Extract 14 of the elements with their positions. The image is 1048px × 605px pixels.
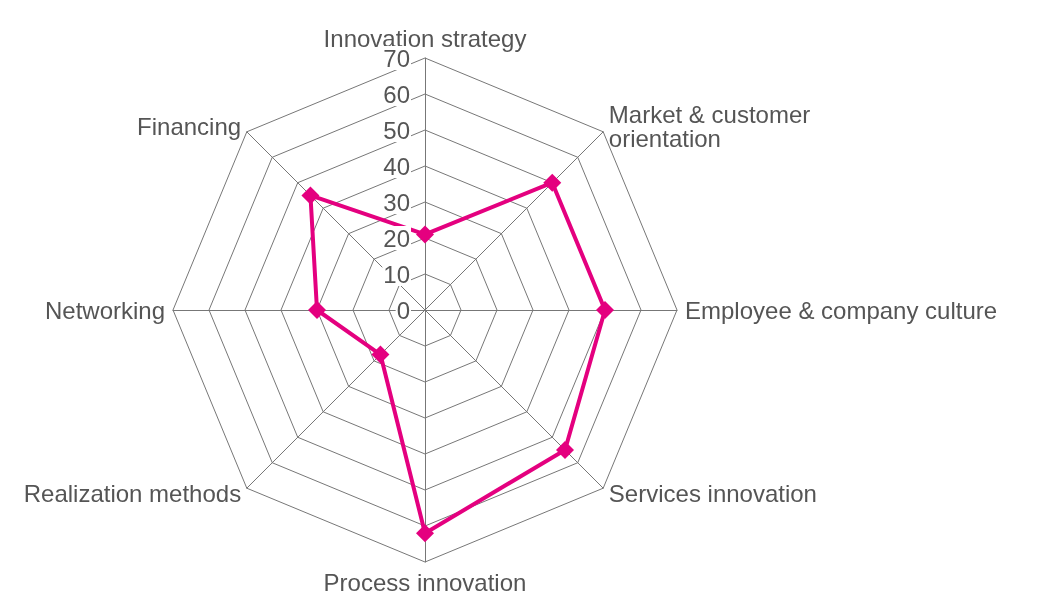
spoke-label: Networking bbox=[44, 296, 165, 324]
y-tick-label: 30 bbox=[383, 188, 410, 216]
spoke-label: Services innovation bbox=[608, 480, 817, 508]
y-tick-label: 20 bbox=[383, 224, 410, 252]
spoke-label: Market & customer orientation bbox=[608, 100, 811, 152]
spoke-label: Process innovation bbox=[323, 568, 527, 596]
y-tick-label: 40 bbox=[383, 152, 410, 180]
y-tick-label: 10 bbox=[383, 260, 410, 288]
y-tick-label: 50 bbox=[383, 116, 410, 144]
spoke-label: Realization methods bbox=[23, 480, 242, 508]
y-tick-label: 0 bbox=[396, 296, 410, 324]
spoke-label: Employee & company culture bbox=[685, 296, 998, 324]
y-tick-label: 60 bbox=[383, 80, 410, 108]
spoke-label: Financing bbox=[137, 112, 242, 140]
